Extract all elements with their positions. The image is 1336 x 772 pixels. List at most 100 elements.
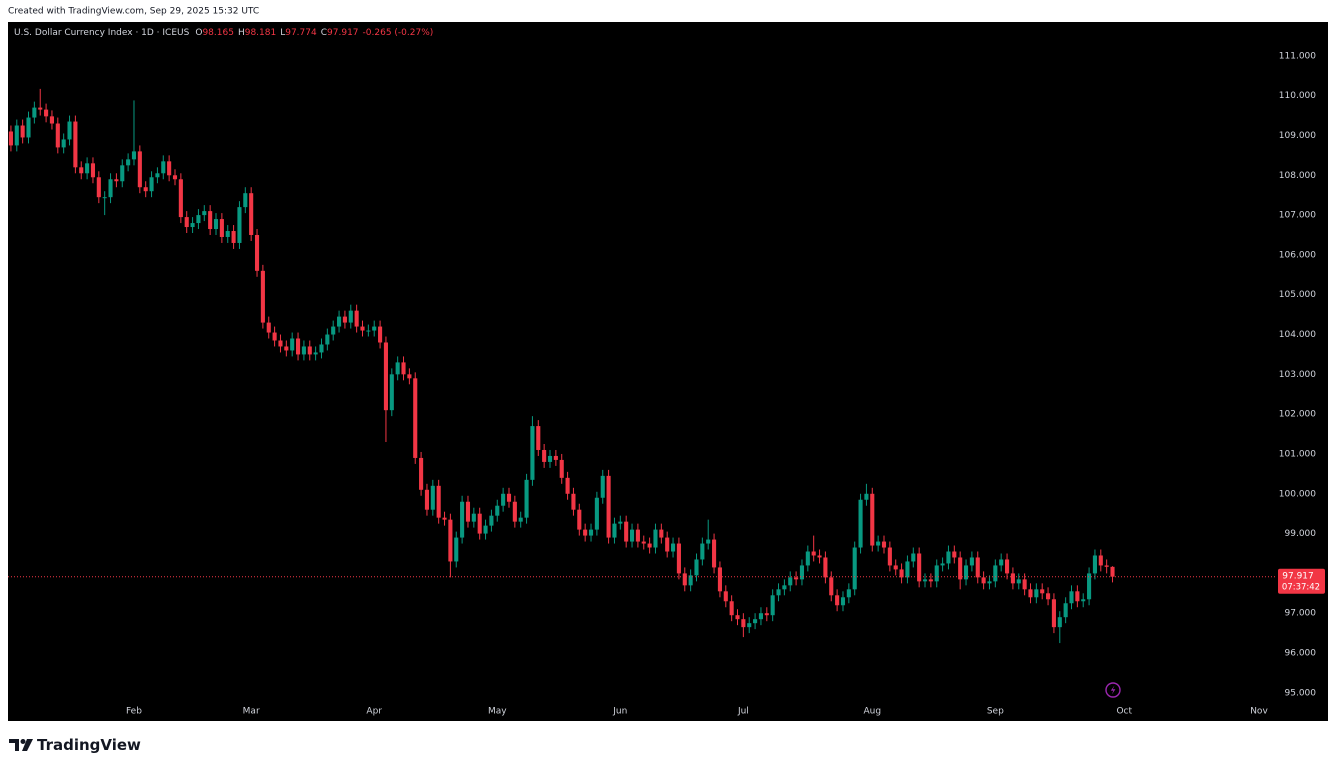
- candle-body: [14, 125, 19, 146]
- candle-body: [559, 459, 564, 478]
- alert-circle: [1105, 682, 1121, 698]
- candle-body: [1081, 599, 1086, 602]
- candle-body: [172, 175, 178, 180]
- candle-body: [682, 573, 687, 586]
- candle-body: [202, 211, 207, 216]
- candle-body: [196, 215, 201, 224]
- candle-body: [887, 547, 892, 566]
- axes: 95.00096.00097.00098.00099.000100.000101…: [8, 51, 1325, 717]
- legend-value: 98.181: [245, 28, 277, 38]
- candle-body: [1040, 589, 1045, 594]
- candle-body: [542, 449, 547, 462]
- candle-body: [506, 493, 512, 502]
- candle-body: [893, 565, 898, 570]
- candle-body: [629, 529, 635, 542]
- candle-body: [987, 581, 992, 584]
- candle-body: [700, 543, 705, 560]
- candle-body: [395, 362, 400, 375]
- candle-body: [782, 585, 787, 590]
- y-tick-label: 109.000: [1279, 131, 1316, 141]
- y-tick-label: 104.000: [1279, 330, 1316, 340]
- candle-body: [899, 569, 904, 578]
- candle-body: [606, 475, 611, 538]
- y-tick-label: 107.000: [1279, 211, 1316, 221]
- candle-body: [600, 475, 605, 498]
- candle-body: [167, 161, 172, 176]
- candle-body: [161, 161, 166, 174]
- candle-body: [624, 521, 629, 542]
- candle-body: [26, 117, 31, 138]
- candle-body: [378, 326, 383, 343]
- candle-body: [407, 374, 412, 379]
- logo-dot: [20, 739, 26, 744]
- candle-body: [79, 167, 84, 174]
- candle-body: [448, 519, 453, 562]
- candle-body: [260, 270, 265, 323]
- candle-body: [735, 615, 740, 620]
- candle-body: [178, 179, 183, 218]
- candle-body: [794, 577, 799, 580]
- candle-body: [811, 551, 816, 556]
- y-tick-label: 108.000: [1279, 171, 1316, 181]
- candle-body: [495, 505, 500, 516]
- candle-body: [905, 561, 910, 578]
- last-price-label: 97.917: [1282, 572, 1314, 582]
- candle-body: [348, 310, 353, 323]
- candle-body: [688, 575, 693, 586]
- candle-body: [858, 499, 863, 548]
- candle-body: [272, 332, 277, 341]
- candle-body: [366, 330, 371, 332]
- candle-body: [1063, 603, 1068, 618]
- candle-body: [1104, 565, 1109, 567]
- alert-bolt: [1110, 685, 1116, 695]
- candle-body: [295, 338, 301, 355]
- candle-body: [776, 589, 781, 596]
- candle-body: [835, 595, 840, 606]
- candle-body: [231, 231, 236, 243]
- candle-body: [436, 485, 441, 518]
- created-note: Created with TradingView.com, Sep 29, 20…: [8, 7, 259, 17]
- candle-body: [958, 557, 963, 580]
- candle-body: [237, 207, 242, 243]
- candle-body: [1069, 591, 1074, 604]
- candle-body: [102, 197, 107, 199]
- candle-body: [454, 537, 459, 562]
- candle-body: [319, 344, 324, 353]
- candle-body: [190, 223, 195, 228]
- candle-body: [67, 121, 72, 140]
- candle-body: [20, 125, 25, 138]
- candle-body: [881, 541, 887, 548]
- candle-body: [917, 553, 922, 582]
- candle-body: [1110, 566, 1115, 577]
- x-tick-label: Feb: [126, 707, 142, 717]
- candle-body: [483, 525, 488, 534]
- candle-body: [1004, 559, 1010, 574]
- candle-body: [460, 501, 465, 538]
- candle-body: [254, 234, 260, 271]
- candle-body: [946, 551, 951, 564]
- candle-body: [577, 509, 582, 530]
- y-tick-label: 100.000: [1279, 489, 1316, 499]
- x-tick-label: Oct: [1116, 707, 1132, 717]
- y-tick-label: 102.000: [1279, 410, 1316, 420]
- y-tick-label: 95.000: [1285, 688, 1317, 698]
- candle-body: [225, 231, 230, 237]
- y-tick-label: 103.000: [1279, 370, 1316, 380]
- candle-body: [922, 579, 928, 582]
- candle-body: [829, 577, 834, 596]
- candle-body: [477, 513, 482, 534]
- legend-key: O: [195, 28, 202, 38]
- candle-body: [729, 601, 734, 616]
- candle-body: [618, 521, 623, 524]
- symbol-title: U.S. Dollar Currency Index · 1D · ICEUS: [14, 28, 190, 38]
- candle-body: [975, 557, 980, 578]
- x-tick-label: Jun: [612, 707, 627, 717]
- x-tick-label: Mar: [243, 707, 260, 717]
- candle-body: [90, 163, 96, 178]
- candle-body: [547, 455, 553, 462]
- x-tick-label: Jul: [737, 707, 749, 717]
- candle-body: [8, 131, 13, 146]
- candle-body: [758, 613, 763, 620]
- candle-body: [588, 529, 594, 536]
- candle-body: [1087, 573, 1092, 600]
